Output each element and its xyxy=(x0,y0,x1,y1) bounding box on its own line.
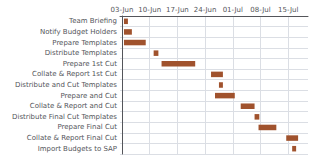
svg-text:17-Jun: 17-Jun xyxy=(166,6,189,14)
svg-text:03-Jun: 03-Jun xyxy=(111,6,134,14)
svg-text:Prepare and Cut: Prepare and Cut xyxy=(60,92,117,100)
svg-text:Distribute Final Cut Templates: Distribute Final Cut Templates xyxy=(12,113,117,121)
svg-text:Prepare Templates: Prepare Templates xyxy=(52,39,117,47)
svg-text:Import Budgets to SAP: Import Budgets to SAP xyxy=(38,145,117,153)
svg-text:Distribute and Cut Templates: Distribute and Cut Templates xyxy=(15,81,117,89)
svg-text:Collate & Report 1st Cut: Collate & Report 1st Cut xyxy=(32,70,117,78)
svg-text:08-Jul: 08-Jul xyxy=(250,6,270,14)
svg-text:01-Jul: 01-Jul xyxy=(223,6,243,14)
svg-text:Notify Budget Holders: Notify Budget Holders xyxy=(40,28,117,36)
svg-text:24-Jun: 24-Jun xyxy=(194,6,217,14)
svg-text:10-Jun: 10-Jun xyxy=(138,6,161,14)
svg-text:15-Jul: 15-Jul xyxy=(278,6,298,14)
svg-text:Collate & Report and Cut: Collate & Report and Cut xyxy=(30,102,117,110)
svg-text:Distribute Templates: Distribute Templates xyxy=(45,49,118,57)
svg-text:Collate & Report Final Cut: Collate & Report Final Cut xyxy=(27,134,117,142)
svg-text:Prepare Final Cut: Prepare Final Cut xyxy=(57,123,117,131)
svg-text:Prepare 1st Cut: Prepare 1st Cut xyxy=(63,60,118,68)
svg-text:Team Briefing: Team Briefing xyxy=(68,17,117,25)
